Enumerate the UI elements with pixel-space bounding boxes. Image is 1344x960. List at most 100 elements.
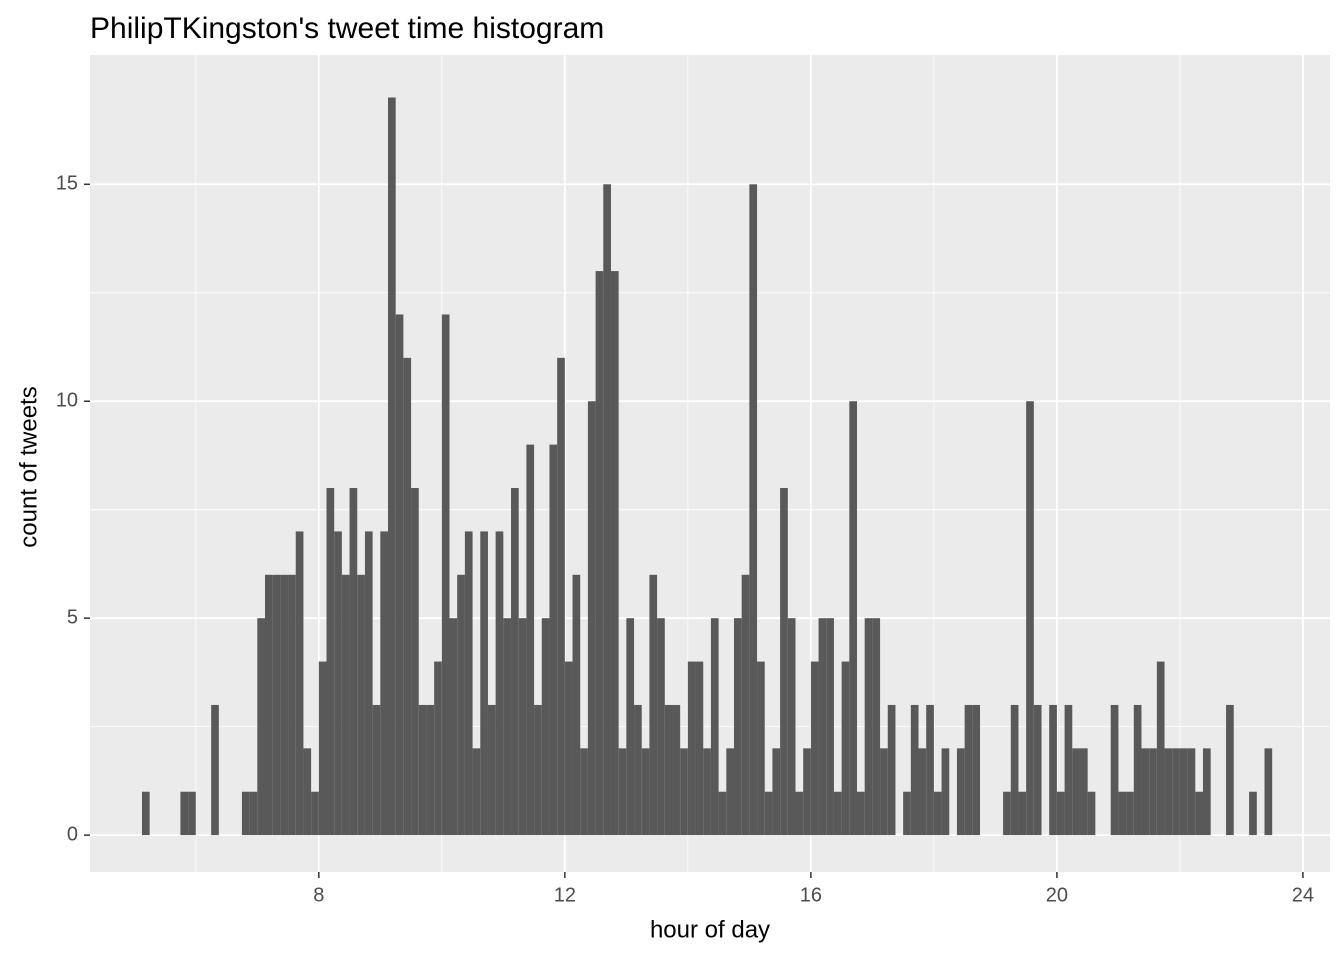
bar	[1056, 791, 1065, 836]
bar	[380, 531, 389, 836]
chart-title: PhilipTKingston's tweet time histogram	[90, 12, 604, 45]
bar	[641, 748, 650, 836]
x-tick-label: 8	[313, 884, 324, 906]
bar	[826, 618, 834, 836]
bar	[841, 661, 850, 836]
bar	[580, 748, 588, 836]
bar	[857, 791, 865, 836]
bar	[680, 748, 688, 836]
bar	[810, 661, 819, 836]
bar	[518, 618, 527, 836]
bar	[595, 271, 604, 836]
bar	[349, 488, 358, 836]
bar	[864, 618, 873, 836]
bar	[388, 97, 396, 836]
bar	[1049, 704, 1057, 836]
bar	[672, 704, 681, 836]
bar	[1172, 748, 1180, 836]
bar	[303, 748, 312, 836]
y-tick-label: 15	[56, 173, 78, 195]
bar	[1226, 704, 1234, 836]
bar	[487, 704, 496, 836]
bar	[418, 704, 427, 836]
bar	[334, 531, 342, 836]
bar	[1010, 704, 1019, 836]
bar	[526, 444, 535, 836]
x-tick-label: 20	[1046, 884, 1068, 906]
y-tick-label: 5	[67, 606, 78, 628]
bar	[449, 618, 458, 836]
y-tick-label: 10	[56, 390, 78, 412]
bar	[618, 748, 627, 836]
x-axis-label: hour of day	[650, 916, 770, 943]
bar	[780, 488, 788, 836]
bar	[472, 748, 481, 836]
bar	[1003, 791, 1011, 836]
bar	[541, 618, 550, 836]
bar	[626, 618, 635, 836]
bar	[803, 748, 811, 836]
bar	[272, 574, 281, 836]
bar	[1149, 748, 1157, 836]
bar	[695, 661, 704, 836]
x-tick-label: 12	[554, 884, 576, 906]
bar	[872, 618, 881, 836]
bar	[241, 791, 250, 836]
bar	[288, 574, 296, 836]
bar	[757, 661, 765, 836]
bar	[311, 791, 319, 836]
bar	[964, 704, 973, 836]
bar	[887, 704, 896, 836]
x-tick-label: 16	[800, 884, 822, 906]
bar	[849, 401, 858, 836]
bar	[956, 748, 965, 836]
bar	[557, 357, 565, 836]
bar	[749, 184, 758, 836]
bar	[395, 314, 404, 836]
bar	[188, 791, 196, 836]
bar	[1079, 748, 1088, 836]
bar	[480, 531, 488, 836]
bar	[564, 661, 573, 836]
bar	[464, 531, 473, 836]
bar	[326, 488, 335, 836]
bar	[634, 704, 642, 836]
bar	[372, 704, 381, 836]
bar	[657, 618, 665, 836]
bar	[1118, 791, 1127, 836]
bar	[1087, 791, 1096, 836]
bar	[1156, 661, 1165, 836]
bar	[687, 661, 696, 836]
bar	[264, 574, 273, 836]
bar	[1126, 791, 1134, 836]
bar	[495, 531, 504, 836]
bar	[664, 704, 673, 836]
bar	[903, 791, 911, 836]
bar	[787, 618, 796, 836]
bar	[718, 791, 727, 836]
bar	[933, 791, 942, 836]
bar	[795, 791, 804, 836]
bar	[1195, 791, 1203, 836]
bar	[434, 661, 442, 836]
bar	[1264, 748, 1273, 836]
bar	[411, 488, 419, 836]
bar	[1141, 748, 1150, 836]
bar	[1064, 704, 1073, 836]
bar	[426, 704, 435, 836]
bar	[918, 748, 927, 836]
bar	[941, 748, 950, 836]
bar	[818, 618, 827, 836]
bar	[457, 574, 465, 836]
bar	[649, 574, 658, 836]
bar	[403, 357, 412, 836]
bar	[341, 574, 350, 836]
bar	[180, 791, 189, 836]
bar	[610, 271, 619, 836]
bar	[1026, 401, 1034, 836]
x-tick-label: 24	[1292, 884, 1314, 906]
bar	[549, 444, 558, 836]
bar	[318, 661, 327, 836]
bar	[1018, 791, 1027, 836]
